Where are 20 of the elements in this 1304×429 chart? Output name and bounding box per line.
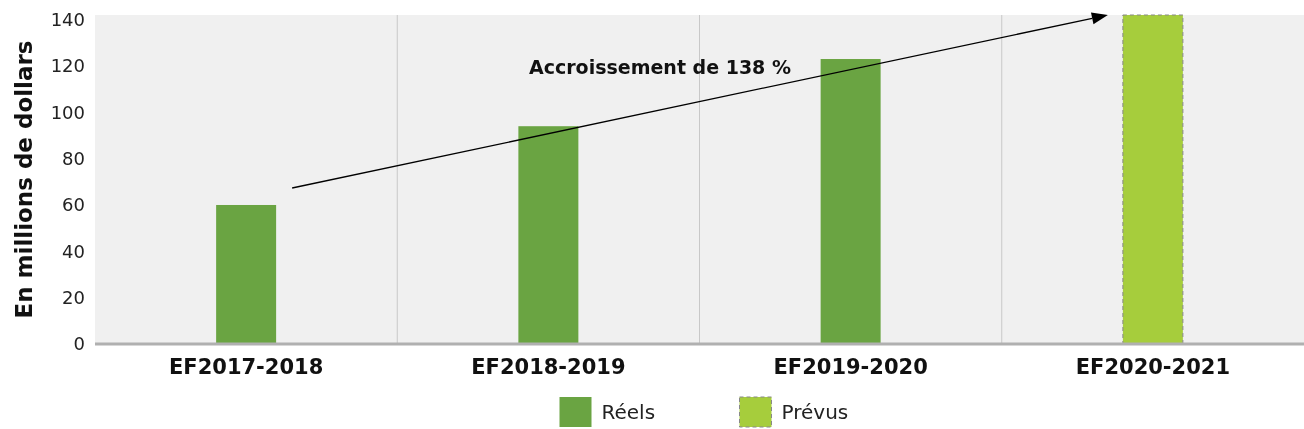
x-tick-label: EF2018-2019 [471,355,626,379]
bar [1122,14,1184,345]
legend-label: Réels [601,400,656,424]
x-tick-label: EF2017-2018 [168,355,324,379]
y-tick-label: 80 [62,147,85,169]
y-tick-label: 40 [62,240,85,262]
y-axis-title: En millions de dollars [11,40,37,319]
annotation: Accroissement de 138 % [529,56,791,78]
bar [820,59,881,344]
y-tick-label: 20 [62,286,85,308]
y-tick-label: 140 [50,8,85,30]
y-tick-label: 0 [73,333,85,355]
x-tick-label: EF2020-2021 [1075,355,1231,379]
bar [518,126,579,344]
legend-label: Prévus [781,400,849,424]
y-tick-label: 120 [50,55,85,77]
bar [216,204,277,344]
y-tick-label: 100 [50,101,85,123]
y-tick-label: 60 [62,194,85,216]
x-tick-label: EF2019-2020 [773,355,928,379]
